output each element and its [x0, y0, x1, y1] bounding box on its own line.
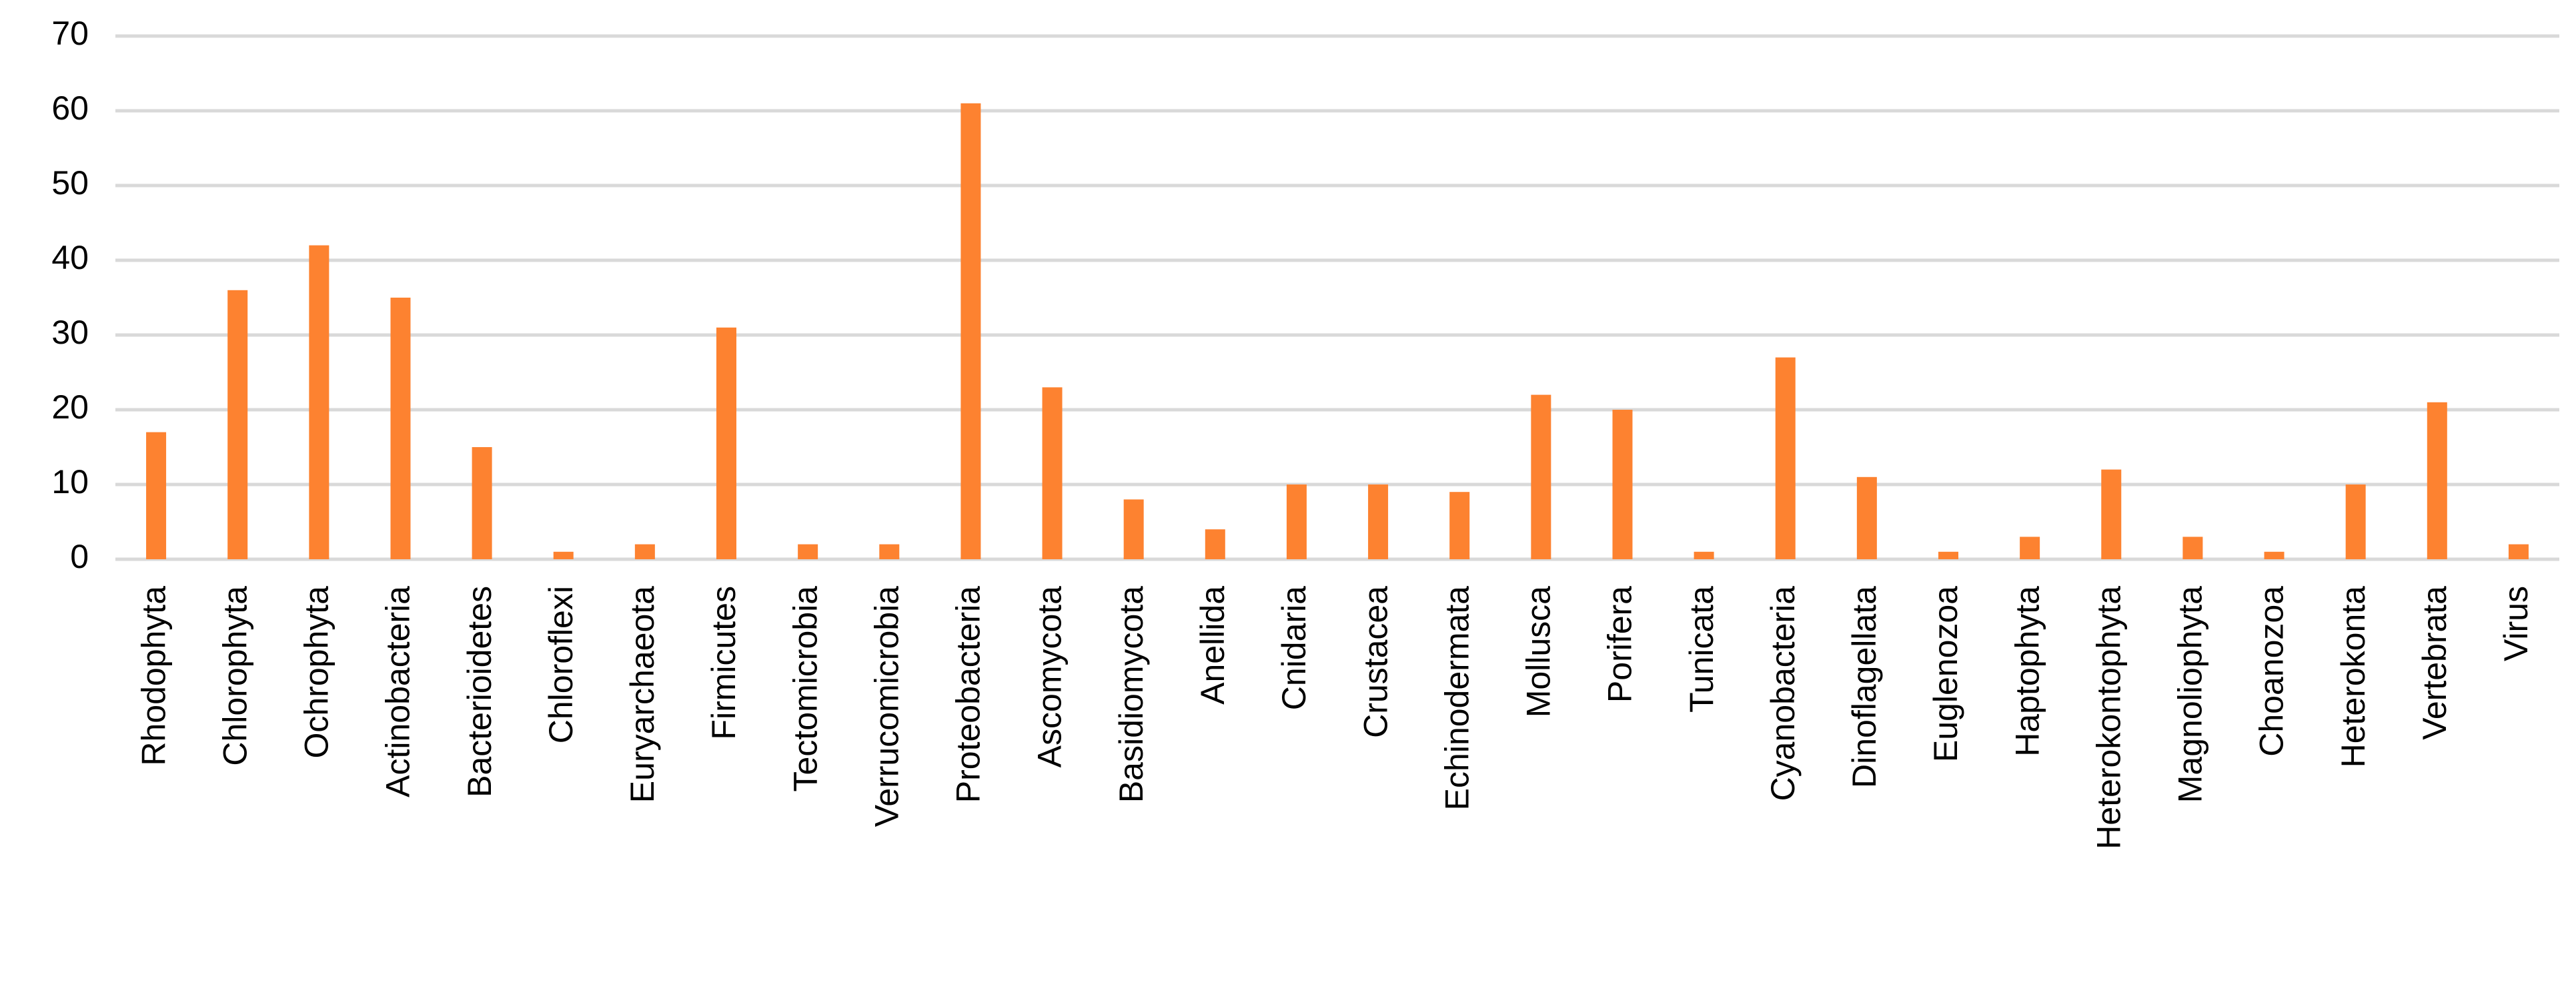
y-tick-label: 30: [51, 314, 89, 351]
x-tick-label: Haptophyta: [2008, 586, 2046, 757]
bar: [553, 551, 574, 559]
x-tick-label: Chlorophyta: [216, 586, 253, 766]
y-tick-label: 50: [51, 164, 89, 202]
bar: [2020, 537, 2040, 559]
x-tick-label: Rhodophyta: [135, 586, 172, 766]
bar: [879, 544, 900, 559]
bar: [1612, 410, 1633, 559]
bar: [1938, 551, 1958, 559]
bar: [1368, 484, 1389, 559]
x-tick-label: Choanozoa: [2253, 586, 2291, 757]
x-tick-label: Cyanobacteria: [1764, 586, 1802, 801]
x-tick-label: Virus: [2497, 586, 2535, 661]
bar: [472, 447, 492, 559]
x-tick-label: Verrucomicrobia: [868, 586, 905, 827]
x-tick-label: Cnidaria: [1275, 586, 1313, 710]
x-tick-label: Magnoliophyta: [2172, 586, 2209, 803]
bar: [798, 544, 818, 559]
x-tick-label: Echinodermata: [1438, 586, 1475, 810]
bar: [1856, 476, 1877, 559]
bar: [1531, 394, 1551, 559]
x-tick-label: Firmicutes: [705, 586, 742, 740]
bar: [1042, 387, 1063, 559]
bar: [309, 245, 330, 559]
bar: [2427, 402, 2447, 559]
x-tick-label: Actinobacteria: [380, 586, 417, 797]
y-tick-label: 60: [51, 89, 89, 127]
bar: [2182, 537, 2203, 559]
y-tick-label: 70: [51, 15, 89, 52]
x-tick-label: Mollusca: [1520, 586, 1557, 717]
x-tick-label: Anellida: [1194, 586, 1231, 705]
bar: [716, 327, 736, 559]
bar: [1775, 357, 1796, 559]
x-tick-label: Heterokontophyta: [2090, 586, 2127, 850]
x-tick-label: Dinoflagellata: [1846, 586, 1883, 788]
y-tick-label: 40: [51, 239, 89, 276]
x-tick-label: Euglenozoa: [1927, 586, 1964, 762]
y-tick-label: 10: [51, 463, 89, 501]
bar: [146, 432, 167, 559]
bar: [2345, 484, 2366, 559]
x-tick-label: Euryarchaeota: [624, 586, 661, 803]
x-tick-label: Tectomicrobia: [786, 586, 824, 792]
bar: [227, 290, 248, 559]
bar: [390, 298, 411, 559]
x-tick-label: Proteobacteria: [950, 586, 987, 803]
x-tick-label: Bacterioidetes: [461, 586, 498, 797]
bar: [1694, 551, 1714, 559]
bar: [1205, 529, 1225, 559]
bar: [634, 544, 655, 559]
bar: [2264, 551, 2285, 559]
bar: [960, 103, 981, 560]
x-tick-label: Crustacea: [1357, 586, 1394, 738]
x-tick-label: Basidiomycota: [1113, 586, 1150, 803]
x-tick-label: Ascomycota: [1031, 586, 1069, 768]
x-tick-label: Chloroflexi: [542, 586, 580, 743]
bar: [2101, 469, 2122, 559]
x-tick-label: Heterokonta: [2335, 586, 2372, 768]
bar: [1286, 484, 1307, 559]
x-tick-label: Porifera: [1601, 586, 1639, 703]
x-tick-label: Ochrophyta: [298, 586, 336, 759]
x-tick-label: Vertebrata: [2416, 586, 2453, 740]
bar: [2508, 544, 2529, 559]
x-tick-label: Tunicata: [1683, 586, 1720, 713]
y-tick-label: 20: [51, 388, 89, 426]
bar: [1449, 492, 1470, 559]
bar: [1123, 499, 1144, 559]
y-tick-label: 0: [70, 538, 89, 575]
